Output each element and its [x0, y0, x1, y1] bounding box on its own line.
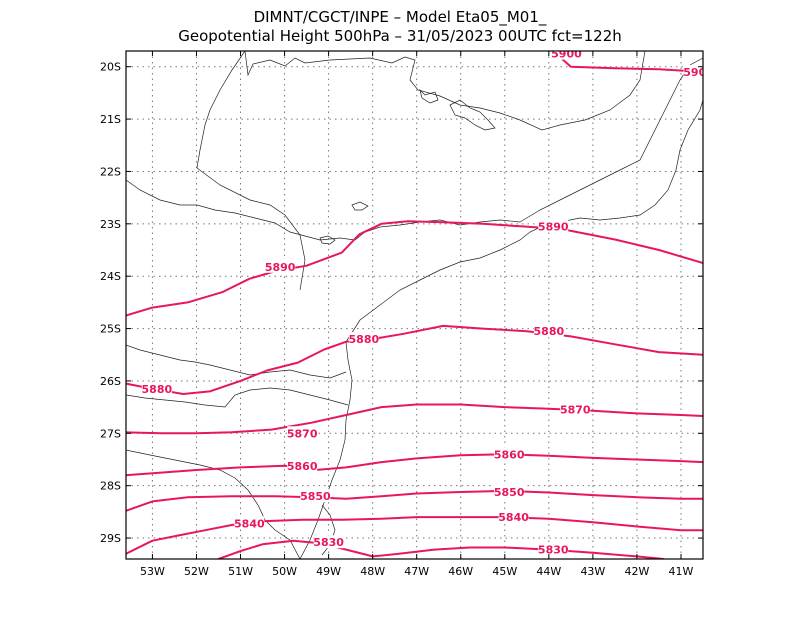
contour-label-5840: 5840: [234, 517, 265, 530]
x-tick-label: 43W: [580, 565, 605, 578]
state-border-rj-mg: [519, 57, 703, 223]
y-tick-label: 27S: [100, 427, 121, 440]
contour-label-5890: 5890: [538, 220, 569, 233]
border-argentina: [126, 449, 301, 559]
contour-label-bg: [141, 381, 172, 395]
contour-label-5870: 5870: [560, 404, 591, 417]
contour-5870: [126, 403, 703, 435]
x-tick-label: 46W: [448, 565, 473, 578]
contour-label-bg: [348, 332, 379, 346]
contour-label-5830: 5830: [313, 536, 344, 549]
x-tick-label: 44W: [536, 565, 561, 578]
coast-sp-rj: [345, 99, 703, 343]
river-border-west: [196, 51, 306, 291]
reservoir-1: [419, 88, 439, 104]
contour-label-5880: 5880: [349, 333, 380, 346]
plot-frame: [125, 50, 704, 560]
contour-label-bg: [287, 458, 318, 472]
contour-label-bg: [265, 259, 296, 273]
contour-label-bg: [494, 447, 525, 461]
y-tick-label: 28S: [100, 480, 121, 493]
contour-label-5880: 5880: [142, 383, 173, 396]
contour-label-bg: [313, 535, 344, 549]
contour-label-5830: 5830: [538, 544, 569, 557]
state-border-sp-mg: [244, 51, 646, 131]
x-tick-label: 50W: [272, 565, 297, 578]
y-tick-label: 21S: [100, 113, 121, 126]
contour-label-5900: 5900: [683, 66, 714, 79]
contour-label-bg: [560, 402, 591, 416]
x-tick-label: 53W: [140, 565, 165, 578]
contour-label-bg: [287, 426, 318, 440]
x-tick-label: 51W: [228, 565, 253, 578]
y-tick-label: 22S: [100, 165, 121, 178]
contour-label-5900: 5900: [551, 48, 582, 61]
state-border-sc-rs: [126, 387, 349, 408]
contour-label-5860: 5860: [494, 448, 525, 461]
x-tick-label: 45W: [492, 565, 517, 578]
contour-label-bg: [494, 484, 525, 498]
contour-5840: [126, 516, 703, 555]
contour-label-bg: [533, 324, 564, 338]
grid-lines: [126, 51, 703, 559]
contour-label-bg: [234, 516, 265, 530]
contour-5860: [126, 453, 703, 477]
contour-label-5880: 5880: [534, 325, 565, 338]
x-tick-label: 48W: [360, 565, 385, 578]
contour-label-5890: 5890: [265, 261, 296, 274]
y-tick-label: 26S: [100, 375, 121, 388]
coastline-map: [126, 51, 703, 559]
contour-5850: [126, 489, 703, 512]
contour-lines: [126, 51, 703, 559]
x-tick-label: 52W: [184, 565, 209, 578]
state-border-pr-sc: [126, 344, 347, 379]
contour-label-5840: 5840: [498, 511, 529, 524]
contour-label-bg: [683, 64, 703, 78]
y-tick-label: 24S: [100, 270, 121, 283]
contour-5880: [126, 324, 703, 395]
contour-5830: [217, 539, 665, 559]
contour-label-5860: 5860: [287, 460, 318, 473]
contour-label-5870: 5870: [287, 427, 318, 440]
contour-label-bg: [551, 51, 582, 60]
chart-title-line1: DIMNT/CGCT/INPE – Model Eta05_M01_: [254, 8, 547, 27]
y-tick-label: 23S: [100, 218, 121, 231]
coast-southern: [299, 341, 353, 559]
contour-labels: 5900 5900 5890 5890 5880 5880 5880 5870 5870 5860…: [141, 48, 714, 557]
y-tick-label: 29S: [100, 532, 121, 545]
contour-5900: [552, 51, 703, 73]
x-tick-label: 42W: [624, 565, 649, 578]
contour-5890: [126, 220, 703, 317]
contour-label-bg: [498, 510, 529, 524]
reservoir-3: [319, 235, 336, 245]
reservoir-4: [351, 201, 369, 211]
chart-title-line2: Geopotential Height 500hPa – 31/05/2023 …: [178, 27, 622, 45]
x-tick-label: 47W: [404, 565, 429, 578]
contour-label-bg: [300, 489, 331, 503]
contour-label-bg: [538, 542, 569, 556]
y-tick-label: 25S: [100, 323, 121, 336]
x-tick-label: 49W: [316, 565, 341, 578]
y-tick-label: 20S: [100, 61, 121, 74]
axis-ticks: 53W 52W 51W 50W 49W 48W 47W 46W 45W 44W 43W 42W 41W 2…: [100, 51, 703, 578]
reservoir-2: [449, 99, 496, 131]
x-tick-label: 41W: [669, 565, 694, 578]
contour-label-bg: [538, 219, 569, 233]
lagoon-patos: [321, 504, 336, 556]
contour-label-5850: 5850: [494, 486, 525, 499]
contour-label-5850: 5850: [300, 490, 331, 503]
